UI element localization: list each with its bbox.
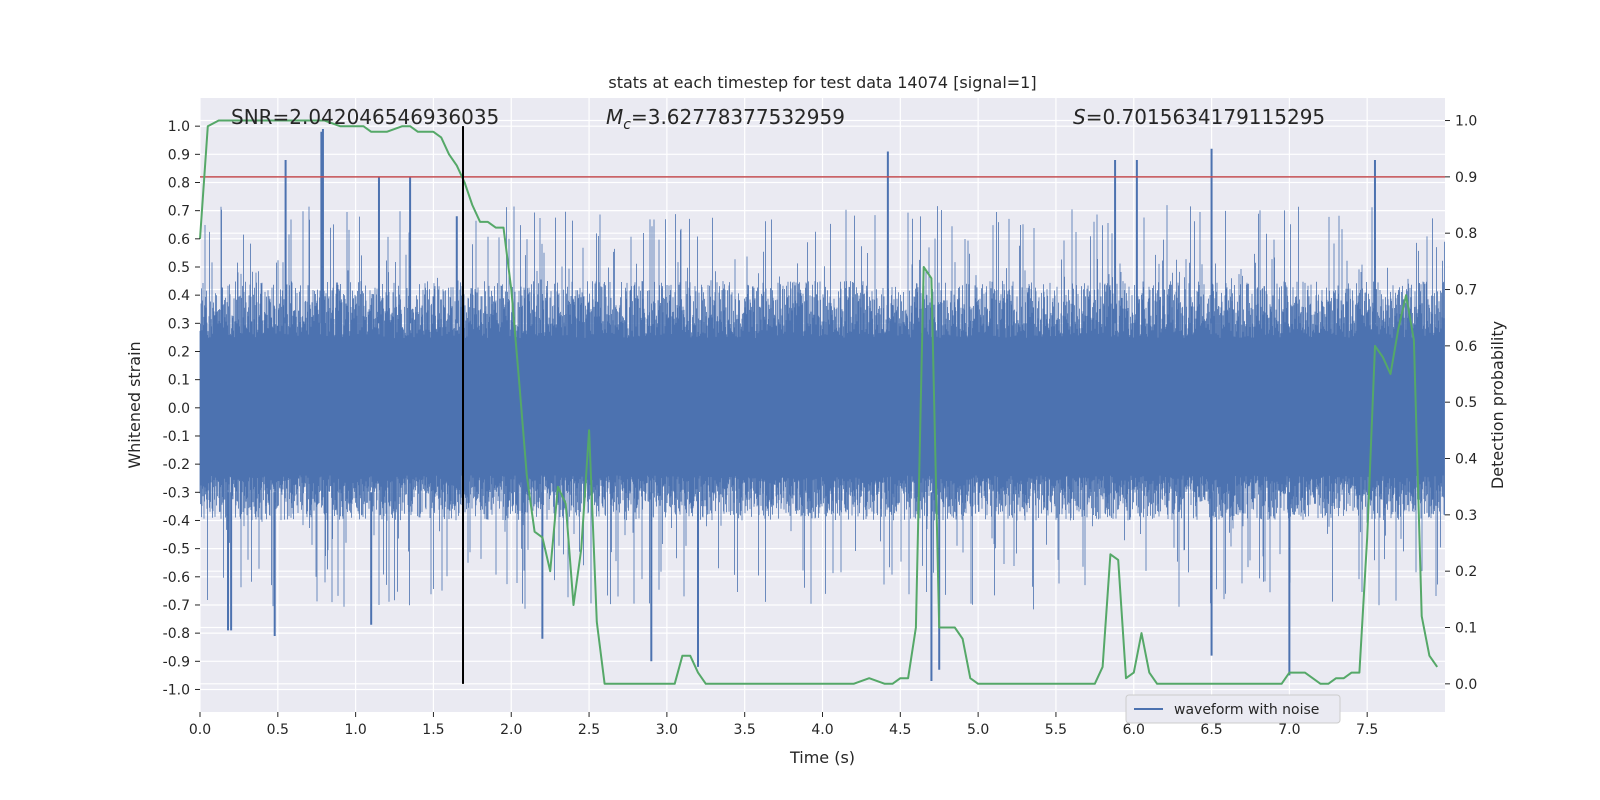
mc-annotation: Mc=3.62778377532959 (606, 105, 845, 133)
y-right-tick-label: 0.7 (1455, 283, 1477, 299)
y-right-tick-label: 0.1 (1455, 621, 1477, 637)
y-right-tick-label: 0.8 (1455, 226, 1477, 242)
y-axis-left-label: Whitened strain (125, 341, 144, 468)
x-axis-label: Time (s) (789, 748, 855, 767)
y-left-tick-label: -0.7 (163, 598, 190, 614)
probability-line (199, 119, 1439, 685)
y-left-tick-label: 0.8 (168, 175, 190, 191)
y-left-tick-label: -1.0 (163, 682, 190, 698)
y-left-tick-label: 0.3 (168, 316, 190, 332)
x-tick-label: 1.0 (344, 722, 366, 738)
y-right-tick-label: 0.9 (1455, 170, 1477, 186)
x-tick-label: 5.5 (1045, 722, 1067, 738)
probability-series (199, 119, 1439, 685)
s-symbol: S (1073, 105, 1086, 129)
legend-label: waveform with noise (1174, 702, 1319, 718)
y-left-tick-label: -0.6 (163, 570, 190, 586)
y-left-tick-label: 0.1 (168, 373, 190, 389)
y-right-tick-label: 0.6 (1455, 339, 1477, 355)
x-tick-label: 5.0 (967, 722, 989, 738)
s-value: =0.7015634179115295 (1086, 105, 1325, 129)
ticks: 0.0 0.5 1.0 1.5 2.0 2.5 3.0 3.5 4.0 4.5 5.0 5.5 6.0 6… (163, 114, 1478, 738)
y-left-tick-label: 0.2 (168, 344, 190, 360)
x-tick-label: 3.0 (656, 722, 678, 738)
y-left-tick-label: -0.8 (163, 626, 190, 642)
x-tick-label: 1.5 (422, 722, 444, 738)
y-left-tick-label: 0.6 (168, 232, 190, 248)
x-tick-label: 3.5 (734, 722, 756, 738)
y-left-tick-label: -0.9 (163, 654, 190, 670)
x-tick-label: 2.5 (578, 722, 600, 738)
y-right-tick-label: 0.0 (1455, 677, 1477, 693)
x-tick-label: 0.5 (267, 722, 289, 738)
mc-value: =3.62778377532959 (631, 105, 845, 129)
y-axis-right-label: Detection probability (1488, 321, 1507, 489)
y-left-tick-label: 0.4 (168, 288, 190, 304)
y-right-tick-label: 0.2 (1455, 564, 1477, 580)
x-tick-label: 7.0 (1278, 722, 1300, 738)
waveform-series (199, 128, 1445, 682)
s-annotation: S=0.7015634179115295 (1073, 105, 1325, 129)
x-tick-label: 6.0 (1123, 722, 1145, 738)
x-tick-label: 6.5 (1200, 722, 1222, 738)
x-tick-label: 0.0 (189, 722, 211, 738)
snr-annotation: SNR=2.042046546936035 (231, 105, 499, 129)
x-tick-label: 4.0 (811, 722, 833, 738)
legend-box (1125, 694, 1341, 724)
y-right-tick-label: 0.4 (1455, 452, 1477, 468)
mc-symbol: M (606, 105, 623, 129)
y-right-tick-label: 1.0 (1455, 114, 1477, 130)
y-left-tick-label: -0.2 (163, 457, 190, 473)
mc-subscript: c (623, 117, 631, 133)
y-left-tick-label: -0.5 (163, 542, 190, 558)
waveform-noise-path (199, 205, 1445, 610)
chart-title: stats at each timestep for test data 140… (608, 73, 1036, 92)
legend: waveform with noise (1125, 694, 1341, 724)
y-left-tick-label: -0.1 (163, 429, 190, 445)
y-left-tick-label: 0.7 (168, 204, 190, 220)
y-left-tick-label: 1.0 (168, 119, 190, 135)
x-tick-label: 7.5 (1356, 722, 1378, 738)
y-right-tick-label: 0.5 (1455, 395, 1477, 411)
y-right-tick-label: 0.3 (1455, 508, 1477, 524)
y-left-tick-label: 0.5 (168, 260, 190, 276)
y-left-tick-label: 0.9 (168, 147, 190, 163)
y-left-tick-label: 0.0 (168, 401, 190, 417)
x-tick-label: 2.0 (500, 722, 522, 738)
y-left-tick-label: -0.3 (163, 485, 190, 501)
y-left-tick-label: -0.4 (163, 513, 190, 529)
x-tick-label: 4.5 (889, 722, 911, 738)
